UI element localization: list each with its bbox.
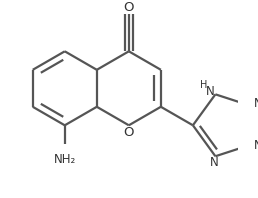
Text: NH₂: NH₂ — [54, 153, 76, 166]
Text: N: N — [210, 156, 219, 169]
Text: O: O — [124, 127, 134, 139]
Text: H: H — [200, 80, 207, 90]
Text: N: N — [254, 97, 258, 110]
Text: O: O — [124, 1, 134, 13]
Text: N: N — [206, 85, 214, 98]
Text: N: N — [254, 139, 258, 152]
